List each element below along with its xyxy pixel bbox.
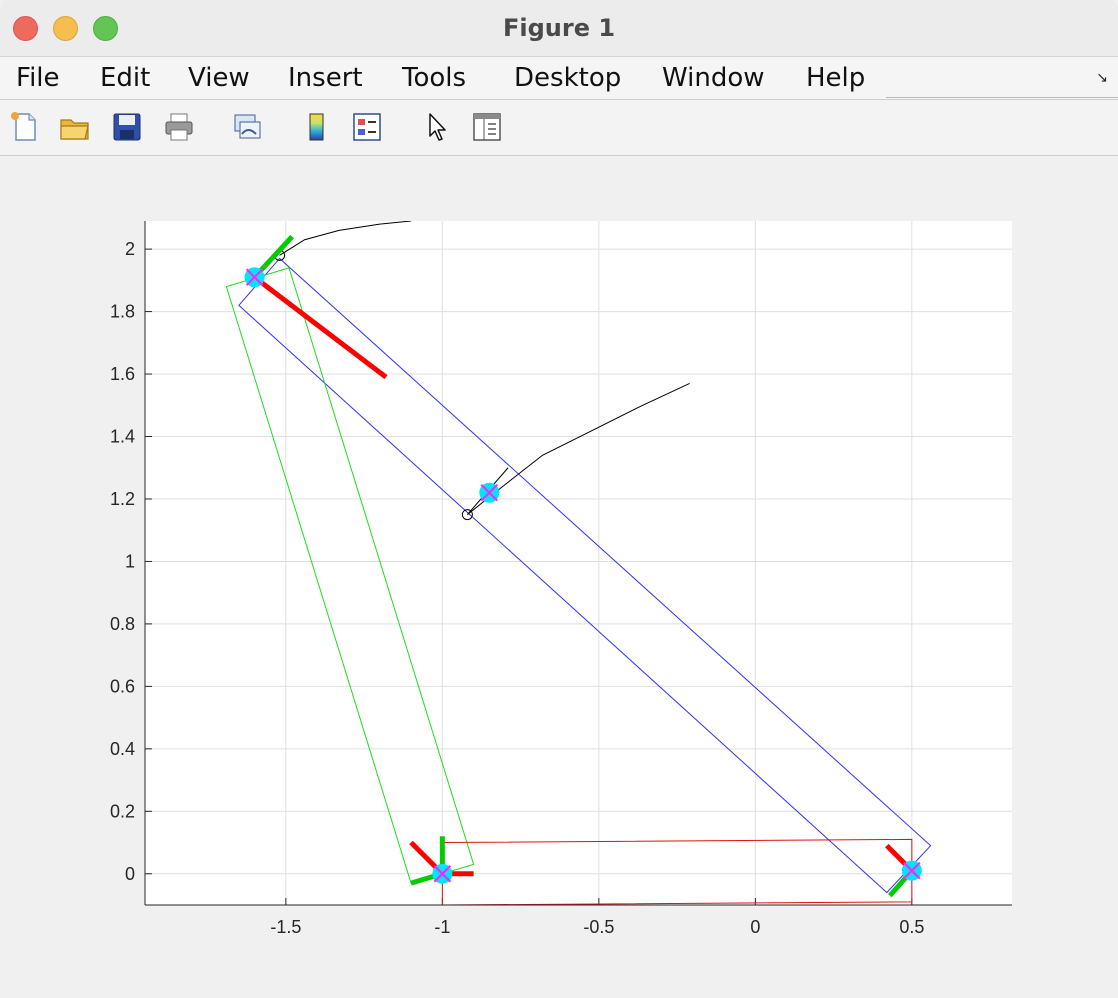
insert-legend-icon[interactable] — [350, 110, 384, 144]
frame-axis — [253, 275, 388, 380]
y-tick-label: 0.8 — [110, 614, 135, 634]
joint-circle-marker — [461, 509, 473, 521]
plot-area-background — [145, 221, 1012, 905]
menu-file[interactable]: File — [16, 63, 60, 93]
y-tick-label: 1.2 — [110, 489, 135, 509]
x-tick-label: 0 — [750, 917, 760, 937]
x-tick-label: -1 — [434, 917, 450, 937]
x-marker — [480, 484, 499, 502]
maximize-window-button[interactable] — [93, 16, 118, 41]
x-marker — [245, 268, 264, 286]
menu-divider — [886, 97, 1118, 98]
close-window-button[interactable] — [13, 16, 38, 41]
save-icon[interactable] — [110, 110, 144, 144]
edit-plot-pointer-icon[interactable] — [420, 110, 454, 144]
menu-tools[interactable]: Tools — [402, 63, 467, 93]
new-figure-icon[interactable] — [8, 110, 42, 144]
figure-canvas: -1.5 -1 -0.5 0 0.5 0 0.2 0.4 0.6 0.8 1 1.2 1.4 1.6 1.8… — [0, 156, 1118, 998]
x-marker — [433, 865, 452, 883]
y-tick-label: 2 — [125, 239, 135, 259]
print-icon[interactable] — [162, 110, 196, 144]
y-tick-label: 1.6 — [110, 364, 135, 384]
plot-axes[interactable]: -1.5 -1 -0.5 0 0.5 0 0.2 0.4 0.6 0.8 1 1.2 1.4 1.6 1.8… — [0, 156, 1118, 998]
minimize-window-button[interactable] — [53, 16, 78, 41]
x-marker — [903, 861, 921, 880]
blue-box-outline — [238, 257, 932, 894]
figure-toolbar — [0, 100, 1118, 156]
menu-edit[interactable]: Edit — [100, 63, 151, 93]
x-tick-label: 0.5 — [899, 917, 924, 937]
property-inspector-icon[interactable] — [470, 110, 504, 144]
insert-colorbar-icon[interactable] — [300, 110, 334, 144]
menu-view[interactable]: View — [188, 63, 250, 93]
open-file-icon[interactable] — [58, 110, 92, 144]
y-tick-label: 0.6 — [110, 676, 135, 696]
y-tick-label: 0 — [125, 864, 135, 884]
menu-desktop[interactable]: Desktop — [514, 63, 622, 93]
x-tick-label: -1.5 — [270, 917, 301, 937]
menu-window[interactable]: Window — [662, 63, 765, 93]
menu-insert[interactable]: Insert — [288, 63, 363, 93]
menu-help[interactable]: Help — [806, 63, 866, 93]
plot-data-group — [225, 221, 932, 905]
link-plot-icon[interactable] — [230, 110, 264, 144]
y-tick-label: 1.8 — [110, 302, 135, 322]
y-tick-label: 0.4 — [110, 739, 135, 759]
trajectory-line — [279, 221, 412, 256]
x-tick-label: -0.5 — [583, 917, 614, 937]
y-tick-label: 1 — [125, 551, 135, 571]
window-title: Figure 1 — [502, 14, 616, 42]
title-bar: Figure 1 — [0, 0, 1118, 57]
red-box-outline — [441, 838, 913, 905]
menu-bar: File Edit View Insert Tools Desktop Wind… — [0, 57, 1118, 100]
undock-arrow-icon[interactable]: ↘ — [1096, 69, 1108, 85]
green-box-outline — [225, 267, 475, 884]
y-tick-label: 0.2 — [110, 801, 135, 821]
y-tick-label: 1.4 — [110, 427, 135, 447]
